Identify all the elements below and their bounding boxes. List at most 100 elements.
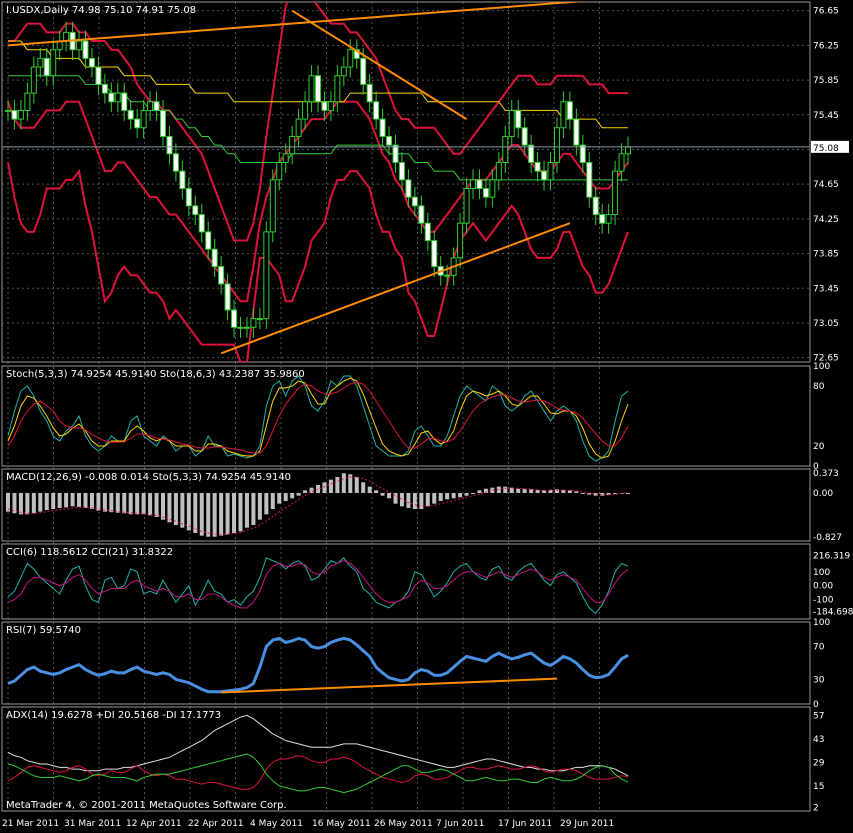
candle-body	[295, 118, 302, 137]
macd-bar	[180, 493, 185, 528]
macd-bar	[561, 489, 566, 493]
candle-body	[573, 118, 580, 146]
candle-body	[289, 135, 296, 155]
x-tick-label: 16 May 2011	[312, 819, 371, 829]
pane-frame-4	[1, 621, 811, 705]
candle-body	[205, 231, 212, 250]
macd-bar	[393, 493, 398, 504]
x-tick-label: 21 Mar 2011	[2, 819, 59, 829]
y-tick-label: 0.00	[813, 489, 833, 499]
candle-body	[515, 109, 522, 129]
candle-body	[30, 66, 37, 94]
candle-body	[360, 57, 367, 85]
last-price-badge	[811, 140, 849, 153]
x-tick-label: 22 Apr 2011	[188, 819, 244, 829]
candle-body	[172, 153, 179, 172]
candle-body	[457, 222, 464, 259]
macd-bar	[6, 493, 10, 512]
candle-body	[153, 101, 160, 111]
y-tick-label: 76.25	[813, 41, 839, 51]
y-tick-label: 100	[813, 618, 830, 628]
macd-bar	[600, 493, 605, 496]
indicator-series-line	[7, 636, 629, 694]
candle-body	[489, 179, 496, 198]
y-tick-label: 15	[813, 782, 824, 792]
candle-body	[495, 161, 502, 181]
x-tick-label: 29 Jun 2011	[560, 819, 614, 829]
candle-body	[560, 101, 567, 129]
macd-bar	[316, 485, 320, 493]
macd-bar	[341, 473, 346, 493]
macd-bar	[587, 493, 592, 495]
pane-frame-5	[1, 706, 811, 812]
macd-bar	[25, 493, 30, 515]
pane-frame-2	[1, 468, 811, 542]
candle-body	[424, 222, 431, 242]
macd-bar	[535, 489, 540, 493]
macd-bar	[154, 493, 159, 517]
indicator-series-line	[7, 753, 629, 794]
macd-bar	[490, 487, 495, 493]
candle-body	[140, 109, 147, 129]
candle-body	[586, 161, 593, 198]
candle-body	[502, 135, 509, 163]
macd-bar	[458, 493, 463, 498]
macd-bar	[516, 488, 521, 493]
pane-title-3: CCI(6) 118.5612 CCI(21) 31.8322	[6, 547, 173, 558]
candle-body	[302, 101, 309, 120]
macd-bar	[309, 487, 314, 493]
macd-bar	[83, 493, 88, 508]
macd-bar	[471, 493, 475, 494]
candle-body	[263, 231, 270, 320]
candle-body	[160, 109, 166, 137]
indicator-series-line	[7, 557, 629, 615]
indicator-series-line	[7, 560, 629, 609]
macd-bar	[387, 493, 392, 499]
y-tick-label: 100	[813, 362, 830, 372]
candle-body	[508, 109, 515, 137]
macd-bar	[167, 493, 172, 523]
macd-bar	[141, 493, 146, 515]
macd-bar	[425, 493, 430, 507]
macd-bar	[529, 489, 534, 493]
candle-body	[379, 118, 386, 137]
price-indicator-line	[7, 100, 629, 303]
candle-body	[127, 109, 134, 120]
y-tick-label: -184.6983	[813, 607, 853, 617]
candle-body	[211, 248, 218, 268]
y-tick-label: 75.85	[813, 76, 839, 86]
y-tick-label: -0.827	[813, 533, 842, 543]
macd-bar	[173, 493, 178, 525]
candle-body	[411, 196, 418, 207]
price-indicator-line	[7, 162, 629, 362]
macd-bar	[445, 493, 450, 500]
macd-bar	[606, 493, 611, 496]
macd-bar	[257, 493, 262, 520]
candle-body	[612, 170, 619, 216]
last-price-label: 75.08	[813, 144, 839, 154]
y-tick-label: 216.319	[813, 552, 850, 562]
candle-body	[463, 188, 470, 224]
candle-body	[482, 188, 489, 198]
x-tick-label: 26 May 2011	[374, 819, 433, 829]
candle-body	[88, 57, 95, 68]
candle-body	[470, 179, 476, 190]
indicator-series-line	[7, 755, 629, 790]
macd-bar	[412, 493, 417, 509]
macd-bar	[361, 482, 366, 493]
y-tick-label: 73.05	[813, 319, 839, 329]
candle-body	[566, 101, 573, 120]
macd-bar	[496, 486, 501, 493]
macd-bar	[193, 493, 198, 533]
macd-bar	[542, 490, 547, 493]
macd-bar	[206, 493, 211, 537]
candle-body	[243, 326, 250, 329]
macd-bar	[283, 493, 288, 501]
candle-body	[108, 92, 115, 103]
macd-bar	[593, 493, 598, 496]
x-tick-label: 17 Jun 2011	[498, 819, 552, 829]
macd-bar	[406, 493, 411, 508]
candle-body	[392, 144, 399, 163]
x-tick-label: 12 Apr 2011	[126, 819, 182, 829]
